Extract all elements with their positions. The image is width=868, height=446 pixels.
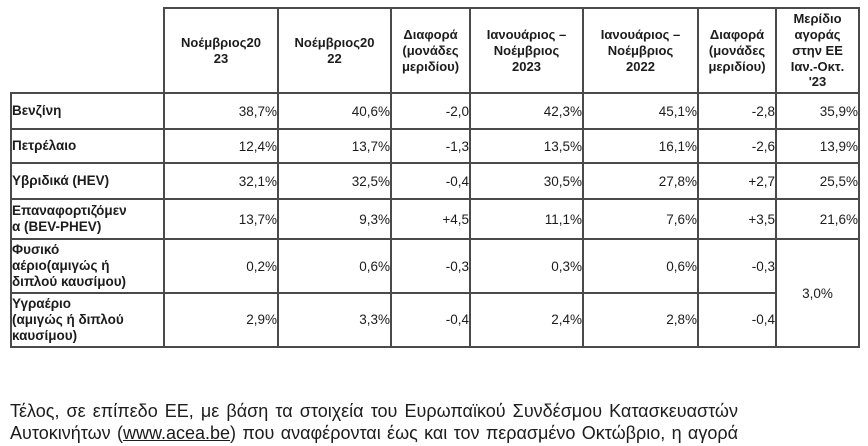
body-paragraph: Τέλος, σε επίπεδο ΕΕ, με βάση τα στοιχεί… bbox=[10, 400, 738, 446]
cell-value: 32,1% bbox=[163, 162, 279, 201]
cell-value-merged: 3,0% bbox=[775, 238, 860, 348]
cell-value: 27,8% bbox=[582, 162, 699, 201]
cell-value: -1,3 bbox=[390, 128, 471, 165]
cell-value: +3,5 bbox=[697, 198, 777, 241]
cell-value: 2,9% bbox=[163, 292, 279, 348]
cell-value: 0,2% bbox=[163, 238, 279, 295]
table-row-benzine: Βενζίνη 38,7% 40,6% -2,0 42,3% 45,1% -2,… bbox=[10, 92, 860, 131]
cell-value: -0,3 bbox=[390, 238, 471, 295]
acea-link[interactable]: www.acea.be bbox=[122, 423, 231, 444]
cell-value: 42,3% bbox=[469, 92, 584, 131]
cell-value: 11,1% bbox=[469, 198, 584, 241]
col-header-eu-share: Μερίδιο αγοράς στην ΕΕ Ιαν.-Οκτ. '23 bbox=[775, 6, 860, 95]
cell-value: -2,6 bbox=[697, 128, 777, 165]
cell-value: +2,7 bbox=[697, 162, 777, 201]
cell-value: -0,4 bbox=[697, 292, 777, 348]
cell-value: +4,5 bbox=[390, 198, 471, 241]
cell-value: 0,6% bbox=[582, 238, 699, 295]
cell-value: 2,4% bbox=[469, 292, 584, 348]
row-label: Πετρέλαιο bbox=[10, 128, 165, 165]
cell-value: -2,0 bbox=[390, 92, 471, 131]
cell-value: -0,4 bbox=[390, 292, 471, 348]
cell-value: 25,5% bbox=[775, 162, 860, 201]
cell-value: 16,1% bbox=[582, 128, 699, 165]
cell-value: 7,6% bbox=[582, 198, 699, 241]
header-row: Νοέμβριος20 23 Νοέμβριος20 22 Διαφορά (μ… bbox=[11, 6, 860, 95]
cell-value: 21,6% bbox=[775, 198, 860, 241]
cell-value: 13,7% bbox=[277, 128, 392, 165]
table-row-rechargeable: Επαναφορτιζόμεν α (BEV-PHEV) 13,7% 9,3% … bbox=[10, 198, 860, 241]
cell-value: 45,1% bbox=[582, 92, 699, 131]
cell-value: 9,3% bbox=[277, 198, 392, 241]
document-page: Νοέμβριος20 23 Νοέμβριος20 22 Διαφορά (μ… bbox=[0, 6, 868, 446]
table-row-lpg: Υγραέριο (αμιγώς ή διπλού καυσίμου) 2,9%… bbox=[10, 292, 859, 348]
cell-value: 40,6% bbox=[277, 92, 392, 131]
row-label: Υβριδικά (HEV) bbox=[10, 162, 165, 201]
table-row-diesel: Πετρέλαιο 12,4% 13,7% -1,3 13,5% 16,1% -… bbox=[10, 128, 860, 165]
cell-value: 3,3% bbox=[277, 292, 392, 348]
col-header-diff-2: Διαφορά (μονάδες μεριδίου) bbox=[697, 6, 777, 95]
cell-value: 38,7% bbox=[163, 92, 279, 131]
col-header-jan-nov-2023: Ιανουάριος – Νοέμβριος 2023 bbox=[469, 6, 584, 95]
cell-value: 0,3% bbox=[469, 238, 584, 295]
table-row-hybrid: Υβριδικά (HEV) 32,1% 32,5% -0,4 30,5% 27… bbox=[10, 162, 860, 201]
cell-value: 35,9% bbox=[775, 92, 860, 131]
col-header-jan-nov-2022: Ιανουάριος – Νοέμβριος 2022 bbox=[582, 6, 699, 95]
cell-value: 32,5% bbox=[277, 162, 392, 201]
table-row-natural-gas: Φυσικό αέριο(αμιγώς ή διπλού καυσίμου) 0… bbox=[10, 238, 860, 348]
cell-value: -0,3 bbox=[697, 238, 777, 295]
col-header-nov-2023: Νοέμβριος20 23 bbox=[163, 6, 279, 95]
row-label: Υγραέριο (αμιγώς ή διπλού καυσίμου) bbox=[10, 292, 165, 348]
cell-value: -2,8 bbox=[697, 92, 777, 131]
cell-value: 2,8% bbox=[582, 292, 699, 348]
cell-value: 30,5% bbox=[469, 162, 584, 201]
cell-value: 13,9% bbox=[775, 128, 860, 165]
cell-value: 12,4% bbox=[163, 128, 279, 165]
cell-value: -0,4 bbox=[390, 162, 471, 201]
row-label: Βενζίνη bbox=[10, 92, 165, 131]
fuel-market-share-table: Νοέμβριος20 23 Νοέμβριος20 22 Διαφορά (μ… bbox=[10, 6, 860, 348]
cell-value: 13,7% bbox=[163, 198, 279, 241]
cell-value: 0,6% bbox=[277, 238, 392, 295]
row-label: Φυσικό αέριο(αμιγώς ή διπλού καυσίμου) bbox=[10, 238, 165, 295]
paragraph-text-before-link: Τέλος, σε επίπεδο ΕΕ, με βάση τα στοιχεί… bbox=[10, 400, 738, 444]
corner-cell bbox=[11, 8, 164, 94]
col-header-nov-2022: Νοέμβριος20 22 bbox=[277, 6, 392, 95]
row-label: Επαναφορτιζόμεν α (BEV-PHEV) bbox=[10, 198, 165, 241]
cell-value: 13,5% bbox=[469, 128, 584, 165]
col-header-diff-1: Διαφορά (μονάδες μεριδίου) bbox=[390, 6, 471, 95]
